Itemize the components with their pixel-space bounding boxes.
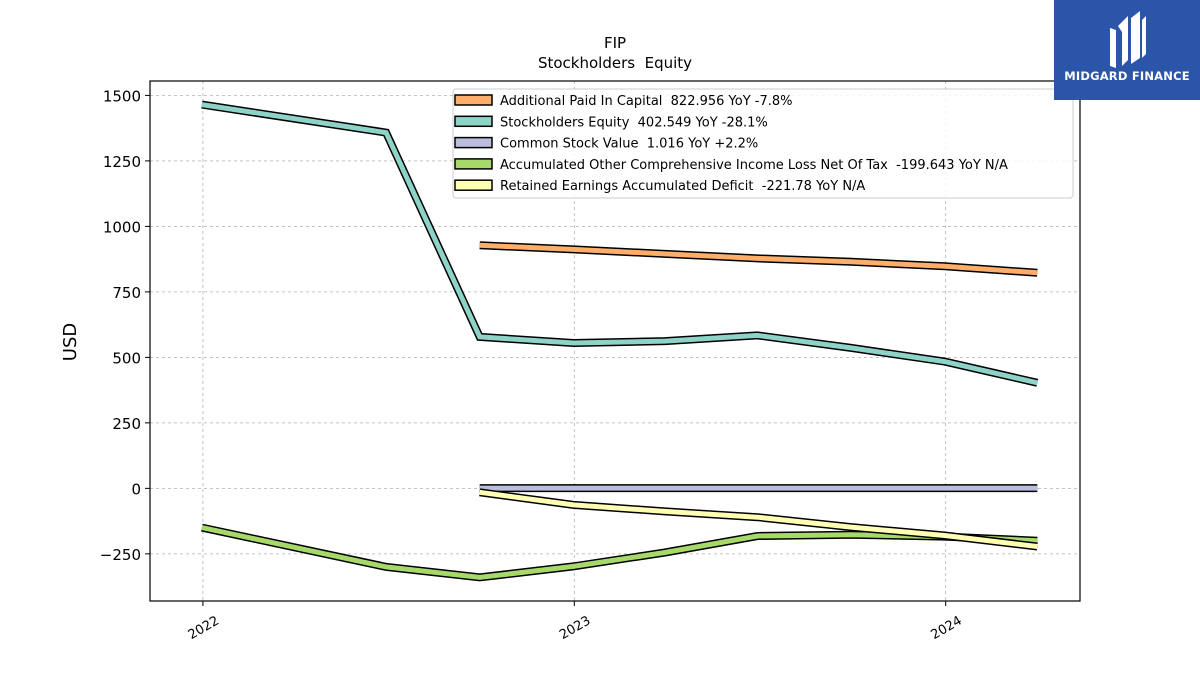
x-tick-label: 2023 bbox=[557, 613, 593, 643]
y-tick-label: 1000 bbox=[103, 218, 141, 236]
legend-entry: Common Stock Value 1.016 YoY +2.2% bbox=[500, 137, 758, 152]
y-tick-label: 1500 bbox=[103, 87, 141, 105]
y-tick-label: 250 bbox=[112, 415, 141, 433]
legend-swatch bbox=[454, 136, 493, 149]
x-tick-label: 2024 bbox=[929, 613, 965, 643]
y-tick-label: 500 bbox=[112, 349, 141, 367]
x-axis: 2022 2023 2024 bbox=[186, 601, 965, 643]
legend-entry: Accumulated Other Comprehensive Income L… bbox=[500, 158, 1008, 173]
y-axis-label: USD bbox=[60, 323, 81, 361]
y-tick-label: 1250 bbox=[103, 153, 141, 171]
series-line-0 bbox=[479, 242, 1038, 276]
chart-title: FIP bbox=[604, 34, 626, 52]
legend-swatch bbox=[454, 94, 493, 106]
legend-entry: Additional Paid In Capital 822.956 YoY -… bbox=[500, 94, 793, 109]
legend-swatch bbox=[454, 115, 493, 128]
legend-entry: Stockholders Equity 402.549 YoY -28.1% bbox=[500, 115, 768, 130]
series-line-1 bbox=[201, 102, 1038, 386]
legend: Additional Paid In Capital 822.956 YoY -… bbox=[452, 88, 1074, 199]
legend-box bbox=[452, 88, 1074, 199]
logo-mark-icon bbox=[1110, 11, 1146, 68]
series-line-4 bbox=[479, 489, 1038, 549]
legend-entry: Retained Earnings Accumulated Deficit -2… bbox=[500, 179, 865, 194]
y-tick-label: −250 bbox=[100, 546, 141, 564]
plot-frame bbox=[149, 80, 1081, 602]
y-axis: 1500 1250 1000 750 500 250 0 −250 bbox=[100, 87, 150, 564]
logo-text: MIDGARD FINANCE bbox=[1064, 69, 1190, 83]
midgard-finance-logo: MIDGARD FINANCE bbox=[1054, 0, 1200, 100]
y-tick-label: 0 bbox=[131, 480, 141, 498]
chart-subtitle: Stockholders Equity bbox=[538, 54, 692, 72]
series-layer bbox=[201, 100, 1039, 582]
y-tick-label: 750 bbox=[112, 284, 141, 302]
legend-swatch bbox=[454, 179, 493, 191]
legend-swatch bbox=[454, 158, 493, 170]
x-tick-label: 2022 bbox=[186, 613, 222, 643]
